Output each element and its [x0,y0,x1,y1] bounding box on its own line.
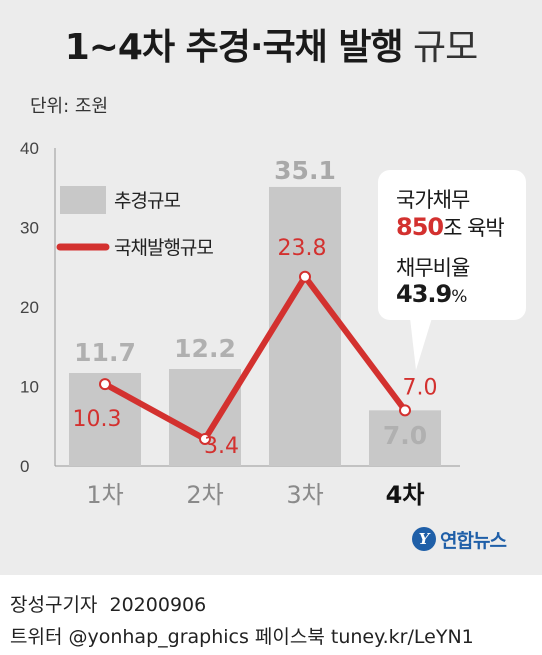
national-debt-callout: 국가채무 850조 육박 채무비율 43.9% [378,170,526,320]
y-tick-label-0: 0 [20,457,29,476]
line-point-1차 [99,378,111,391]
y-tick-label-2: 20 [20,298,39,317]
x-tick-label-2차: 2차 [186,481,223,509]
credit-author: 장성구기자 [10,594,98,616]
bar-3차 [269,186,341,466]
legend-label-line: 국채발행규모 [114,237,213,259]
bar-value-label-4차: 7.0 [383,421,427,450]
y-tick-label-4: 40 [20,139,39,158]
bar-value-label-2차: 12.2 [174,334,236,363]
bar-value-label-3차: 35.1 [274,156,336,185]
line-series-path [103,273,408,442]
line-value-label-4차: 7.0 [403,375,438,400]
callout-debt-label: 국가채무 [396,188,470,212]
bar-4차 [369,410,441,466]
yonhap-logo-mark: Y [412,527,436,551]
yonhap-logo-text: 연합뉴스 [440,529,507,552]
line-point-3차 [299,270,311,283]
x-tick-label-3차: 3차 [286,481,323,509]
callout-ratio-value: 43.9 [396,280,452,308]
callout-debt-amount-line: 850조 육박 [396,212,505,242]
legend-swatch-bar [60,186,106,214]
title-suffix: 규모 [413,27,478,68]
x-tick-label-4차: 4차 [386,481,425,509]
credit-line-1: 장성구기자 20200906 [10,590,206,617]
line-value-label-1차: 10.3 [73,407,122,432]
chart-title: 1~4차 추경·국채 발행 규모 [0,18,542,70]
line-point-4차 [399,404,411,417]
bar-2차 [169,369,241,466]
yonhap-logo: Y 연합뉴스 [412,524,507,554]
callout-debt-amount: 850 [396,213,444,241]
y-tick-label-3: 30 [20,219,39,238]
callout-ratio-line: 43.9% [396,280,467,308]
title-main: 1~4차 추경·국채 발행 [64,27,404,68]
y-tick-label-1: 10 [20,378,39,397]
callout-pointer [410,318,432,370]
callout-ratio-unit: % [451,287,467,307]
bar-value-label-1차: 11.7 [74,338,136,367]
line-point-2차 [199,432,211,445]
callout-debt-suffix: 조 육박 [443,216,505,240]
unit-label: 단위: 조원 [30,96,109,117]
line-value-label-2차: 3.4 [204,434,239,459]
credit-date: 20200906 [109,594,207,616]
line-value-label-3차: 23.8 [278,236,327,261]
chart-canvas: 0 10 20 30 40 11.7 12.2 35.1 7.0 10.3 3.4 23.8 7.0 1… [20,139,460,509]
credit-line-2: 트위터 @yonhap_graphics 페이스북 tuney.kr/LeYN1 [10,626,474,648]
x-tick-label-1차: 1차 [86,481,123,509]
legend-label-bar: 추경규모 [114,190,180,212]
callout-ratio-label: 채무비율 [396,256,470,280]
